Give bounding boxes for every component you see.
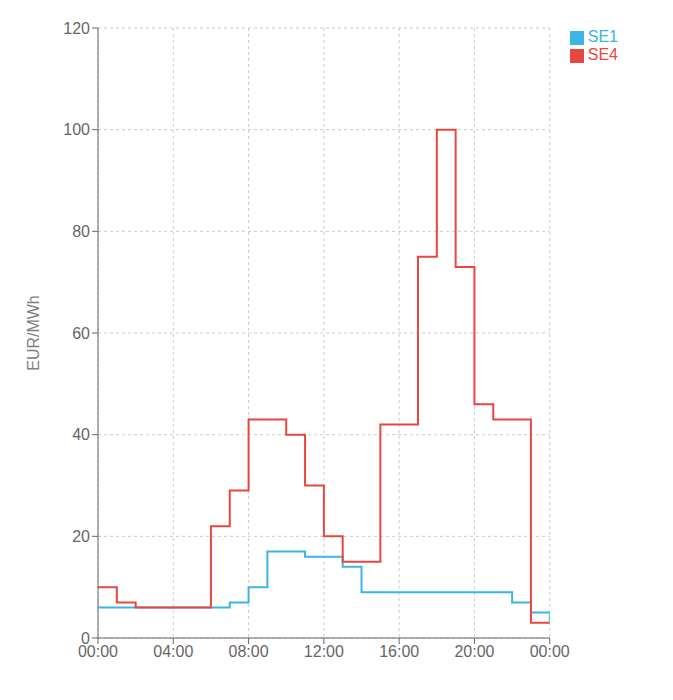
svg-text:20:00: 20:00	[454, 643, 494, 660]
svg-text:20: 20	[72, 528, 90, 545]
svg-text:12:00: 12:00	[304, 643, 344, 660]
svg-text:00:00: 00:00	[78, 643, 118, 661]
html-text:SE4: SE4	[587, 46, 618, 63]
svg-text:80: 80	[72, 223, 90, 240]
svg-text:00:00: 00:00	[530, 643, 570, 660]
svg-text:100: 100	[63, 121, 90, 138]
html-text:SE1: SE1	[587, 28, 618, 45]
svg-text:120: 120	[63, 20, 90, 37]
svg-text:0: 0	[81, 630, 90, 647]
svg-text:16:00: 16:00	[379, 643, 419, 660]
svg-text:04:00: 04:00	[153, 643, 193, 660]
svg-text:60: 60	[72, 325, 90, 342]
svg-text:08:00: 08:00	[229, 643, 269, 660]
svg-text:40: 40	[72, 426, 90, 443]
svg-text:EUR/MWh: EUR/MWh	[25, 295, 42, 371]
